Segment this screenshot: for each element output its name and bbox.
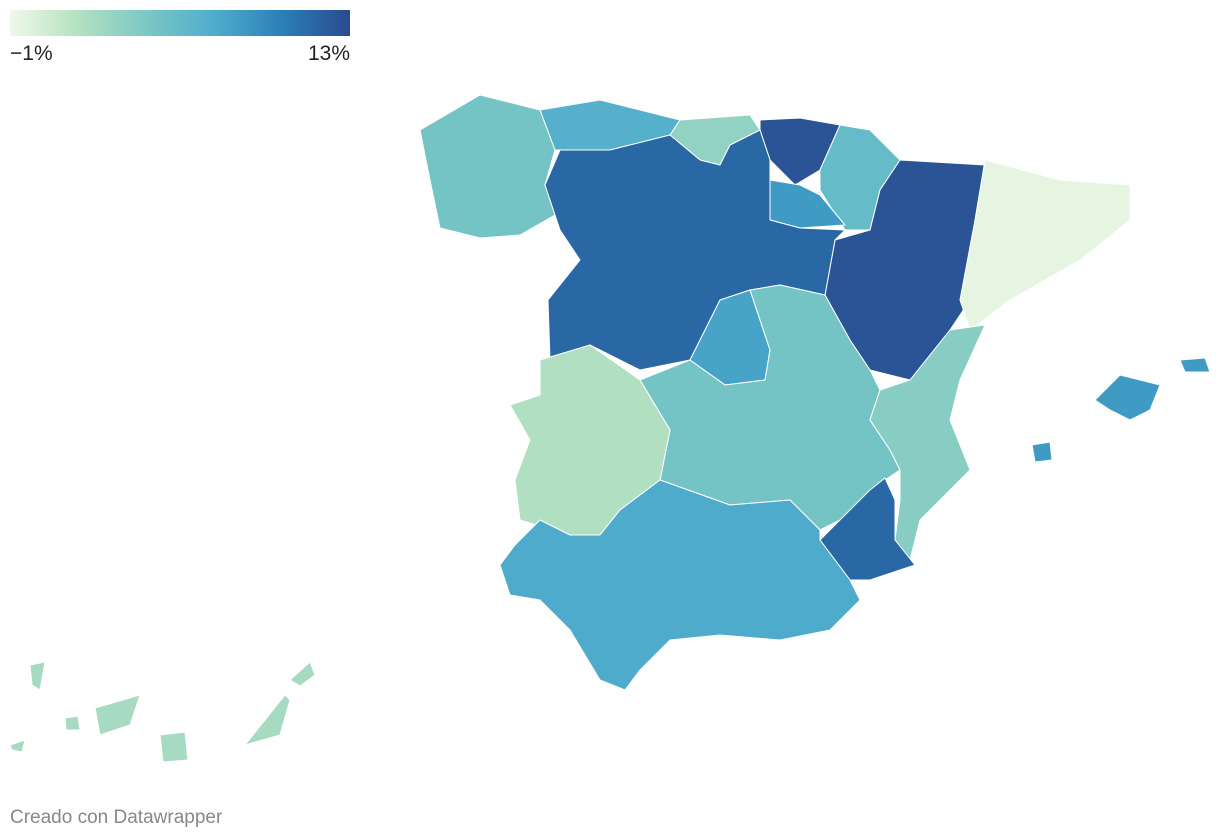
region	[29, 661, 46, 691]
region	[9, 739, 26, 753]
region	[64, 715, 81, 731]
region	[499, 479, 861, 691]
footer: Creado con Datawrapper	[10, 807, 223, 828]
region	[419, 94, 556, 239]
legend-gradient	[10, 10, 350, 36]
region	[639, 284, 901, 531]
legend-label: 13%	[308, 42, 350, 65]
region	[1094, 374, 1161, 421]
region	[159, 731, 189, 763]
region	[289, 661, 316, 687]
region	[1031, 441, 1053, 463]
region	[94, 694, 141, 736]
region	[1179, 357, 1211, 373]
region	[244, 694, 291, 746]
legend-label: −1%	[10, 42, 53, 65]
region	[959, 159, 1131, 331]
regions	[9, 94, 1211, 763]
